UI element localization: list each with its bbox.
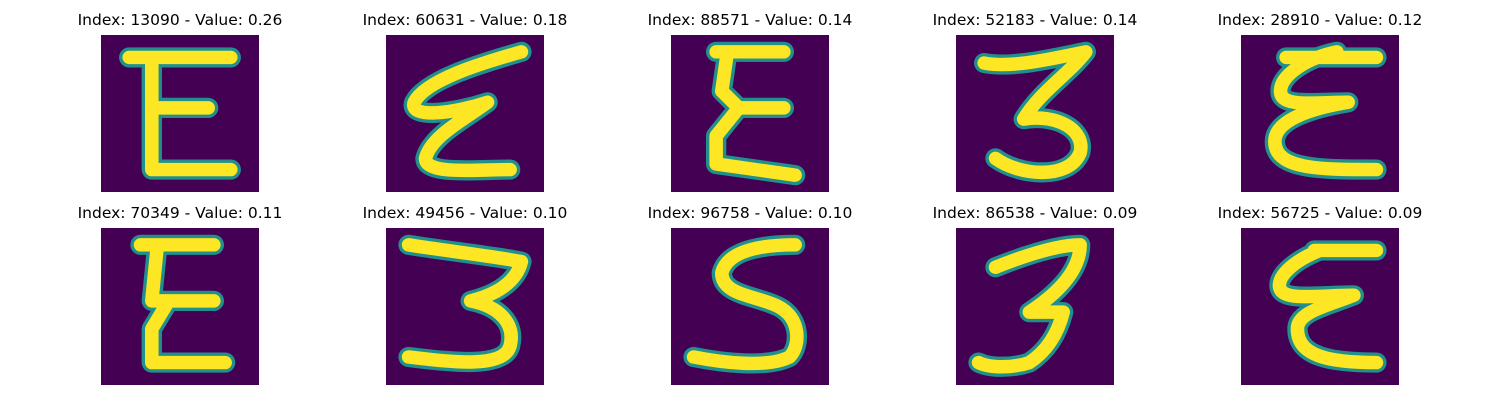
panel-9: Index: 56725 - Value: 0.09 xyxy=(1190,204,1450,385)
digit-image xyxy=(386,35,544,192)
digit-image xyxy=(671,228,829,385)
panel-3: Index: 52183 - Value: 0.14 xyxy=(905,11,1165,192)
panel-7: Index: 96758 - Value: 0.10 xyxy=(620,204,880,385)
panel-title: Index: 52183 - Value: 0.14 xyxy=(932,11,1138,29)
digit-image xyxy=(671,35,829,192)
panel-title: Index: 70349 - Value: 0.11 xyxy=(77,204,283,222)
digit-image xyxy=(956,228,1114,385)
panel-title: Index: 13090 - Value: 0.26 xyxy=(77,11,283,29)
panel-title: Index: 96758 - Value: 0.10 xyxy=(647,204,853,222)
panel-title: Index: 60631 - Value: 0.18 xyxy=(362,11,568,29)
panel-0: Index: 13090 - Value: 0.26 xyxy=(50,11,310,192)
digit-image xyxy=(1241,35,1399,192)
digit-image xyxy=(101,228,259,385)
panel-2: Index: 88571 - Value: 0.14 xyxy=(620,11,880,192)
panel-title: Index: 49456 - Value: 0.10 xyxy=(362,204,568,222)
panel-title: Index: 88571 - Value: 0.14 xyxy=(647,11,853,29)
panel-5: Index: 70349 - Value: 0.11 xyxy=(50,204,310,385)
panel-4: Index: 28910 - Value: 0.12 xyxy=(1190,11,1450,192)
panel-8: Index: 86538 - Value: 0.09 xyxy=(905,204,1165,385)
digit-image xyxy=(1241,228,1399,385)
panel-6: Index: 49456 - Value: 0.10 xyxy=(335,204,595,385)
panel-title: Index: 86538 - Value: 0.09 xyxy=(932,204,1138,222)
panel-1: Index: 60631 - Value: 0.18 xyxy=(335,11,595,192)
digit-image xyxy=(101,35,259,192)
digit-image xyxy=(386,228,544,385)
panel-title: Index: 56725 - Value: 0.09 xyxy=(1217,204,1423,222)
panel-title: Index: 28910 - Value: 0.12 xyxy=(1217,11,1423,29)
digit-image xyxy=(956,35,1114,192)
